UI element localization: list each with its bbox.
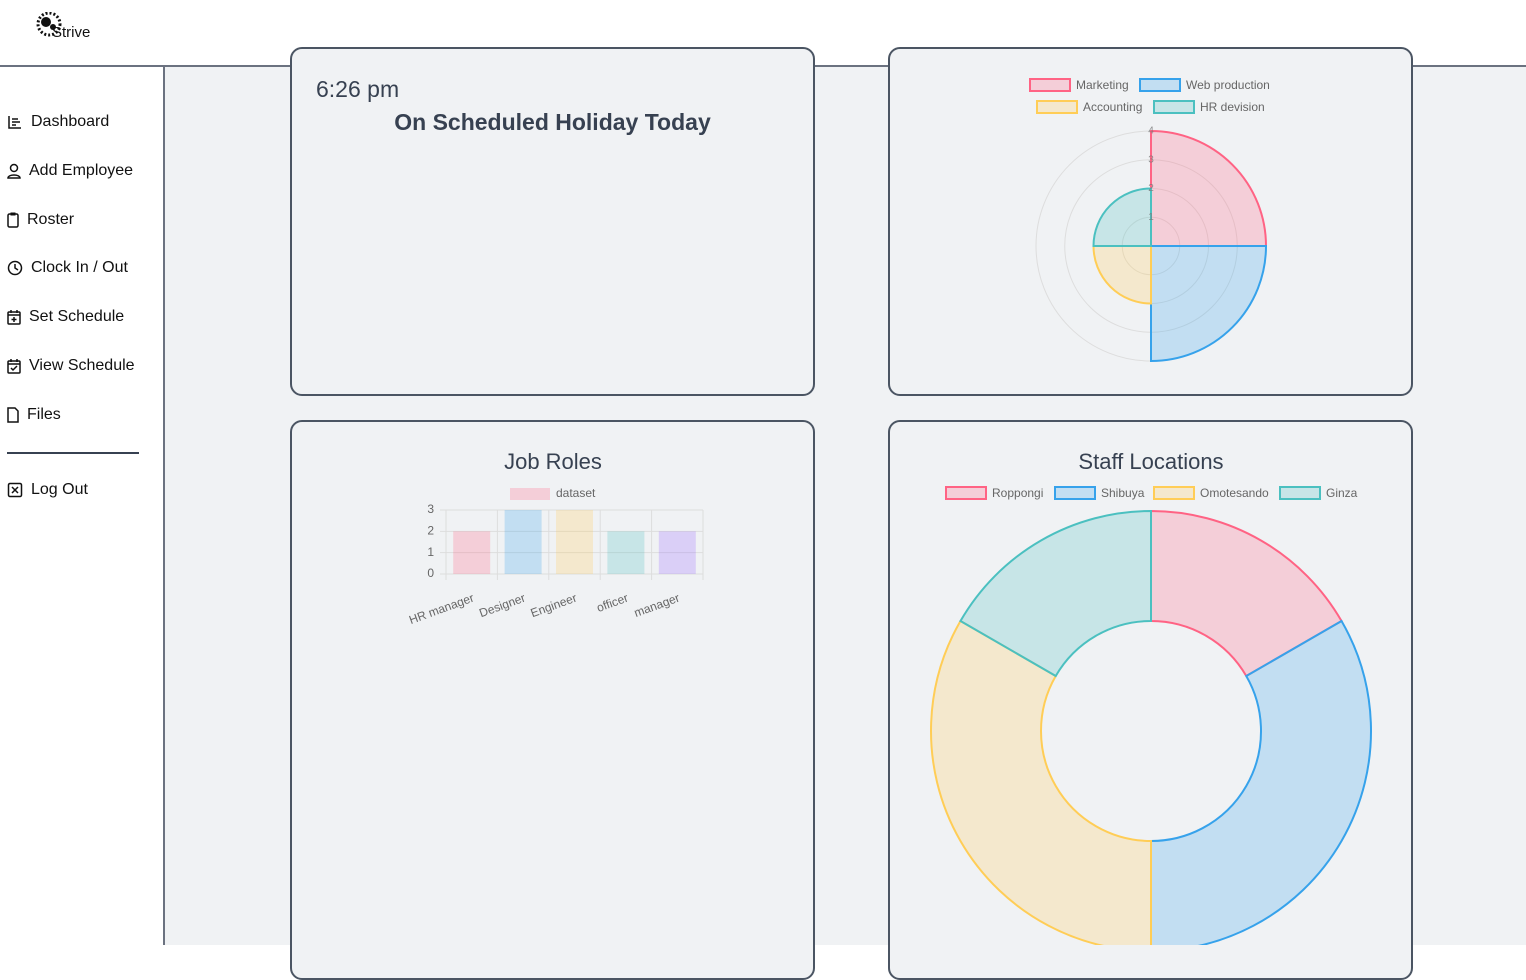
logo-text[interactable]: Strive (52, 24, 91, 41)
nav-label: Set Schedule (29, 308, 125, 325)
y-tick-label: 2 (427, 524, 434, 538)
nav-item[interactable]: Clock In / Out (7, 259, 128, 277)
r-tick-label: 2 (1148, 183, 1154, 194)
nav-item[interactable]: View Schedule (7, 357, 135, 375)
r-tick-label: 3 (1148, 154, 1154, 165)
legend-label: Omotesando (1200, 486, 1269, 500)
icon (7, 359, 21, 374)
bar (504, 510, 542, 574)
legend-label: Web production (1186, 78, 1270, 92)
charts: Marketing Web production Accounting HR devi… (407, 78, 1372, 945)
separator (7, 452, 139, 454)
sidebar: Dashboard Add Employee Roster Clock In /… (0, 67, 165, 945)
legend-swatch (1279, 486, 1321, 500)
x-tick-label: Engineer (529, 591, 579, 621)
legend-swatch (510, 488, 550, 500)
nav-label: Add Employee (29, 162, 134, 179)
doughnut-segment (930, 619, 1152, 945)
x-tick-label: Designer (477, 591, 527, 621)
x-tick-label: HR manager (407, 591, 476, 627)
legend-label: Shibuya (1101, 486, 1145, 500)
r-tick-label: 1 (1148, 212, 1154, 223)
legend-swatch (945, 486, 987, 500)
nav-item[interactable]: Dashboard (7, 113, 109, 131)
doughnut-segment (1150, 509, 1343, 678)
nav-label: Log Out (31, 481, 88, 498)
legend-label: Ginza (1326, 486, 1358, 500)
y-tick-label: 1 (427, 545, 434, 559)
bar (658, 531, 696, 574)
polar-segment (1092, 245, 1152, 305)
doughnut-segment (959, 509, 1152, 678)
page: Strive Dashboard Add Employee Roster Clo… (0, 12, 1526, 980)
nav-item[interactable]: Files (7, 406, 61, 424)
polar-segment (1150, 245, 1268, 363)
legend-swatch (1139, 78, 1181, 92)
x-tick-label: manager (632, 591, 681, 620)
icon (7, 260, 23, 276)
nav-item[interactable]: Add Employee (7, 162, 133, 180)
y-tick-label: 3 (427, 502, 434, 516)
clock-time: 6:26 pm (316, 76, 400, 102)
legend-label: HR devision (1200, 100, 1265, 114)
r-tick-label: 4 (1148, 126, 1154, 137)
y-tick-label: 0 (427, 566, 434, 580)
nav-item[interactable]: Set Schedule (7, 308, 124, 326)
legend-swatch (1153, 486, 1195, 500)
polar-segment (1150, 129, 1268, 247)
bar (453, 531, 491, 574)
logo-mark (36, 12, 62, 37)
job-roles-card (290, 420, 815, 980)
legend-label: Roppongi (992, 486, 1043, 500)
polar-segment (1092, 187, 1152, 247)
legend-swatch (1036, 100, 1078, 114)
icon (8, 116, 21, 129)
legend-label: Marketing (1076, 78, 1129, 92)
nav-item[interactable]: Roster (7, 211, 74, 229)
x-tick-label: officer (595, 591, 630, 615)
chart-title: Staff Locations (1078, 449, 1223, 474)
nav-label: Roster (27, 211, 75, 228)
icon (7, 212, 19, 228)
legend-label: dataset (556, 486, 596, 500)
nav-label: Dashboard (31, 113, 110, 130)
nav-label: Files (27, 406, 61, 423)
legend-label: Accounting (1083, 100, 1142, 114)
icon (7, 407, 19, 423)
legend-swatch (1153, 100, 1195, 114)
doughnut-segment (1150, 619, 1372, 945)
icon (7, 163, 21, 179)
clock-status: On Scheduled Holiday Today (394, 109, 711, 135)
icon (7, 310, 21, 325)
bar (556, 510, 593, 574)
legend-swatch (1054, 486, 1096, 500)
nav-label: View Schedule (29, 357, 135, 374)
legend-swatch (1029, 78, 1071, 92)
bar (607, 531, 645, 574)
clock-card: 6:26 pm On Scheduled Holiday Today (290, 47, 815, 396)
icon (7, 482, 23, 498)
logout[interactable]: Log Out (7, 481, 88, 499)
chart-title: Job Roles (504, 449, 602, 474)
nav-label: Clock In / Out (31, 259, 128, 276)
